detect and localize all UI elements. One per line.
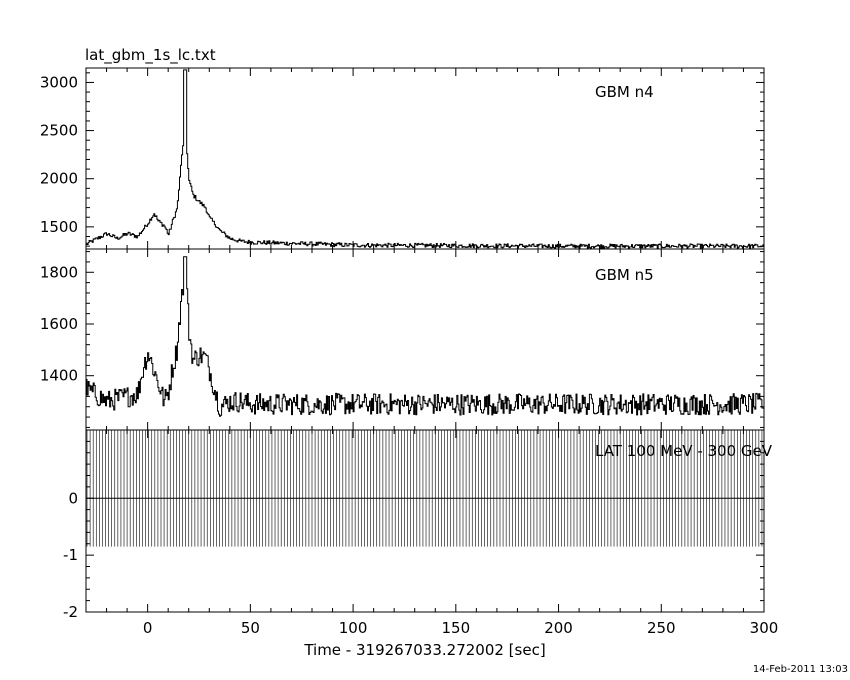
y-tick-label: 1500	[40, 218, 78, 236]
x-tick-label: 300	[750, 619, 779, 637]
x-axis-ticks: 0 50 100 150 200 250 300	[143, 619, 778, 637]
y-tick-label: 1600	[40, 315, 78, 333]
x-tick-label: 50	[241, 619, 260, 637]
x-axis-label: Time - 319267033.272002 [sec]	[303, 641, 545, 659]
x-tick-label: 250	[647, 619, 676, 637]
y-tick-label: -2	[63, 603, 78, 621]
gbm-n5-label: GBM n5	[595, 266, 654, 284]
gbm-n5-series-line	[86, 256, 765, 417]
x-tick-label: 200	[544, 619, 573, 637]
x-tick-label: 0	[143, 619, 153, 637]
lat-panel: -2 -1 0 LAT 100 MeV - 300 GeV	[63, 429, 773, 621]
y-tick-label: 1800	[40, 263, 78, 281]
gbm-n4-panel: 1500 2000 2500 3000 GBM n4	[40, 67, 765, 250]
x-tick-label: 150	[441, 619, 470, 637]
lat-label: LAT 100 MeV - 300 GeV	[595, 442, 773, 460]
lat-ticks: -2 -1 0	[63, 430, 765, 621]
gbm-n5-panel: 1400 1600 1800 GBM n5	[40, 248, 765, 431]
y-tick-label: 3000	[40, 73, 78, 91]
y-tick-label: 1400	[40, 367, 78, 385]
y-tick-label: 2500	[40, 122, 78, 140]
gbm-n4-label: GBM n4	[595, 83, 654, 101]
x-tick-label: 100	[339, 619, 368, 637]
y-tick-label: 2000	[40, 170, 78, 188]
gbm-n4-ticks: 1500 2000 2500 3000	[40, 68, 765, 249]
gbm-n5-ticks: 1400 1600 1800	[40, 249, 765, 430]
gbm-n4-series-line	[86, 69, 765, 249]
lat-error-bars	[86, 430, 763, 547]
y-tick-label: 0	[68, 489, 78, 507]
file-title: lat_gbm_1s_lc.txt	[85, 46, 216, 65]
timestamp: 14-Feb-2011 13:03	[753, 664, 848, 675]
y-tick-label: -1	[63, 546, 78, 564]
